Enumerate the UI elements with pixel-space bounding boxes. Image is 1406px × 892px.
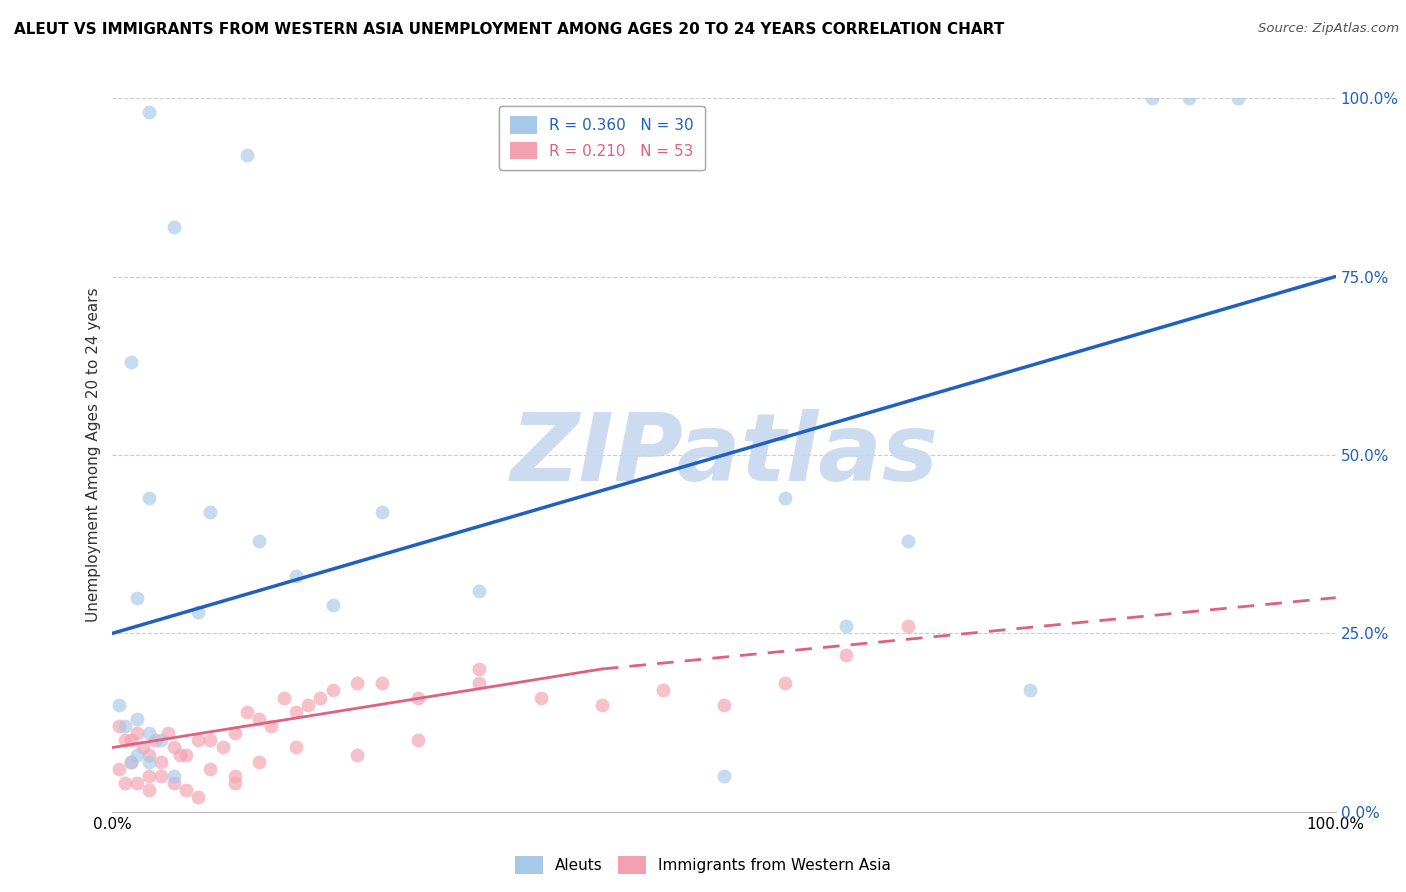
Point: [138, 726, 160, 740]
Point: [322, 598, 344, 612]
Text: Source: ZipAtlas.com: Source: ZipAtlas.com: [1258, 22, 1399, 36]
Point: [835, 619, 858, 633]
Point: [1142, 91, 1164, 105]
Point: [224, 726, 246, 740]
Legend: Aleuts, Immigrants from Western Asia: Aleuts, Immigrants from Western Asia: [509, 850, 897, 880]
Point: [1226, 91, 1249, 105]
Point: [107, 762, 129, 776]
Point: [247, 533, 270, 548]
Point: [236, 705, 259, 719]
Point: [652, 683, 675, 698]
Y-axis label: Unemployment Among Ages 20 to 24 years: Unemployment Among Ages 20 to 24 years: [86, 287, 101, 623]
Point: [897, 619, 920, 633]
Point: [591, 698, 613, 712]
Point: [200, 733, 222, 747]
Point: [125, 712, 148, 726]
Point: [273, 690, 295, 705]
Point: [150, 733, 173, 747]
Point: [370, 505, 392, 519]
Point: [187, 790, 209, 805]
Point: [211, 740, 233, 755]
Point: [835, 648, 858, 662]
Point: [143, 733, 166, 747]
Point: [897, 533, 920, 548]
Point: [200, 505, 222, 519]
Point: [163, 769, 186, 783]
Point: [529, 690, 551, 705]
Point: [132, 740, 155, 755]
Point: [346, 676, 368, 690]
Point: [247, 755, 270, 769]
Point: [138, 491, 160, 505]
Point: [200, 762, 222, 776]
Point: [163, 740, 186, 755]
Point: [713, 769, 735, 783]
Point: [322, 683, 344, 698]
Point: [1178, 91, 1201, 105]
Point: [163, 219, 186, 234]
Point: [150, 769, 173, 783]
Point: [125, 776, 148, 790]
Point: [187, 733, 209, 747]
Point: [125, 747, 148, 762]
Point: [775, 676, 797, 690]
Point: [224, 769, 246, 783]
Legend: R = 0.360   N = 30, R = 0.210   N = 53: R = 0.360 N = 30, R = 0.210 N = 53: [499, 106, 704, 170]
Point: [284, 740, 308, 755]
Point: [309, 690, 332, 705]
Point: [224, 776, 246, 790]
Point: [174, 783, 197, 797]
Point: [114, 719, 136, 733]
Point: [120, 733, 142, 747]
Point: [408, 690, 430, 705]
Point: [120, 355, 142, 369]
Point: [187, 605, 209, 619]
Point: [297, 698, 319, 712]
Point: [138, 105, 160, 120]
Point: [156, 726, 179, 740]
Text: ALEUT VS IMMIGRANTS FROM WESTERN ASIA UNEMPLOYMENT AMONG AGES 20 TO 24 YEARS COR: ALEUT VS IMMIGRANTS FROM WESTERN ASIA UN…: [14, 22, 1004, 37]
Point: [468, 676, 491, 690]
Point: [138, 783, 160, 797]
Point: [169, 747, 191, 762]
Point: [150, 755, 173, 769]
Point: [1018, 683, 1040, 698]
Point: [174, 747, 197, 762]
Point: [138, 747, 160, 762]
Point: [125, 591, 148, 605]
Point: [120, 755, 142, 769]
Point: [260, 719, 283, 733]
Point: [775, 491, 797, 505]
Point: [713, 698, 735, 712]
Point: [346, 747, 368, 762]
Point: [468, 583, 491, 598]
Point: [114, 733, 136, 747]
Point: [120, 755, 142, 769]
Point: [247, 712, 270, 726]
Point: [468, 662, 491, 676]
Point: [107, 719, 129, 733]
Point: [125, 726, 148, 740]
Point: [163, 776, 186, 790]
Point: [114, 776, 136, 790]
Point: [284, 569, 308, 583]
Point: [138, 769, 160, 783]
Text: ZIPatlas: ZIPatlas: [510, 409, 938, 501]
Point: [138, 755, 160, 769]
Point: [370, 676, 392, 690]
Point: [236, 148, 259, 162]
Point: [107, 698, 129, 712]
Point: [284, 705, 308, 719]
Point: [408, 733, 430, 747]
